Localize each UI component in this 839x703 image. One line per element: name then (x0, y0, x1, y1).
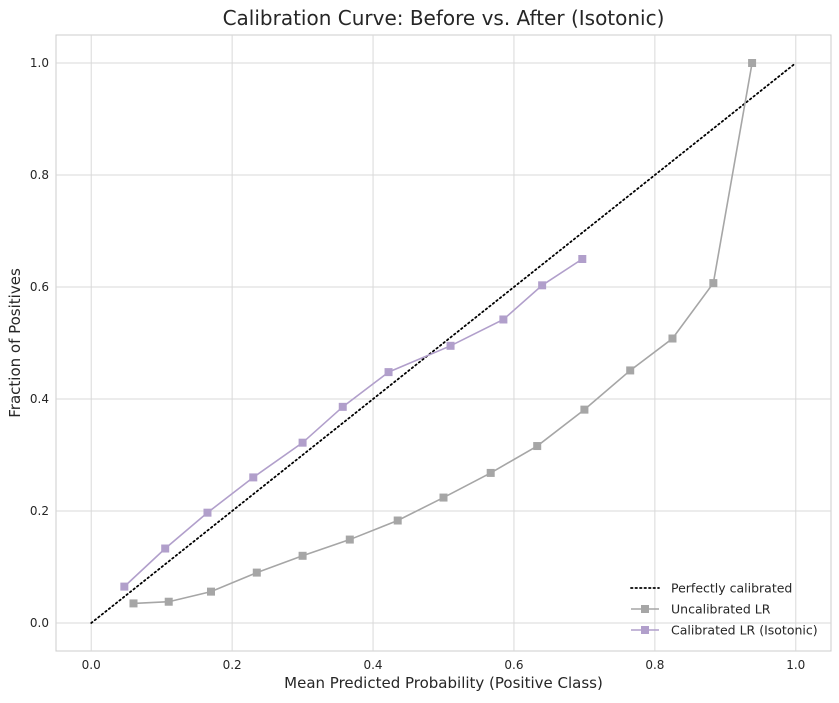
x-tick-label: 0.4 (363, 658, 382, 672)
data-point (298, 551, 307, 560)
y-tick-label: 0.0 (30, 616, 49, 630)
data-point (439, 493, 448, 502)
legend-swatch-marker (641, 626, 649, 634)
data-point (345, 535, 354, 544)
chart-title: Calibration Curve: Before vs. After (Iso… (223, 6, 665, 30)
y-tick-label: 0.2 (30, 504, 49, 518)
legend-item: Uncalibrated LR (631, 602, 771, 617)
data-point (580, 405, 589, 414)
data-point (161, 544, 170, 553)
series-1 (129, 59, 757, 608)
data-point (164, 597, 173, 606)
series-line (90, 62, 797, 624)
x-tick-label: 0.0 (82, 658, 101, 672)
legend-swatch-marker (641, 605, 649, 613)
x-tick-label: 0.8 (645, 658, 664, 672)
x-axis-title: Mean Predicted Probability (Positive Cla… (284, 674, 603, 692)
data-point (499, 315, 508, 324)
data-point (578, 255, 587, 263)
data-point (486, 468, 495, 477)
series-2 (120, 255, 587, 591)
data-point (207, 587, 215, 596)
data-point (709, 279, 718, 288)
data-point (120, 582, 129, 591)
data-point (249, 473, 258, 482)
legend-label: Uncalibrated LR (671, 602, 771, 617)
data-point (538, 281, 547, 290)
x-tick-label: 1.0 (786, 658, 805, 672)
y-tick-label: 0.6 (30, 280, 49, 294)
data-point (252, 568, 261, 577)
data-point (384, 368, 393, 377)
series-0 (90, 62, 797, 624)
data-point (446, 341, 455, 350)
data-point (668, 334, 677, 343)
data-point (203, 508, 212, 517)
x-tick-label: 0.6 (504, 658, 523, 672)
y-tick-label: 0.4 (30, 392, 49, 406)
legend: Perfectly calibrated Uncalibrated LR Calib… (630, 581, 818, 638)
tick-labels: 0.0 0.2 0.4 0.6 0.8 1.0 0.0 0.2 0.4 0.6 0.8 1.0 (30, 56, 805, 672)
legend-item: Perfectly calibrated (630, 581, 792, 596)
data-point (533, 442, 542, 451)
y-tick-label: 1.0 (30, 56, 49, 70)
legend-label: Calibrated LR (Isotonic) (671, 623, 818, 638)
legend-label: Perfectly calibrated (671, 581, 792, 596)
data-point (298, 438, 307, 447)
data-point (748, 59, 757, 67)
data-point (129, 599, 138, 608)
data-point (338, 402, 347, 411)
series-layer (90, 59, 797, 624)
data-point (393, 516, 402, 525)
legend-item: Calibrated LR (Isotonic) (631, 623, 818, 638)
data-point (626, 366, 635, 375)
y-axis-title: Fraction of Positives (6, 268, 24, 418)
grid (56, 35, 831, 651)
y-tick-label: 0.8 (30, 168, 49, 182)
x-tick-label: 0.2 (223, 658, 242, 672)
